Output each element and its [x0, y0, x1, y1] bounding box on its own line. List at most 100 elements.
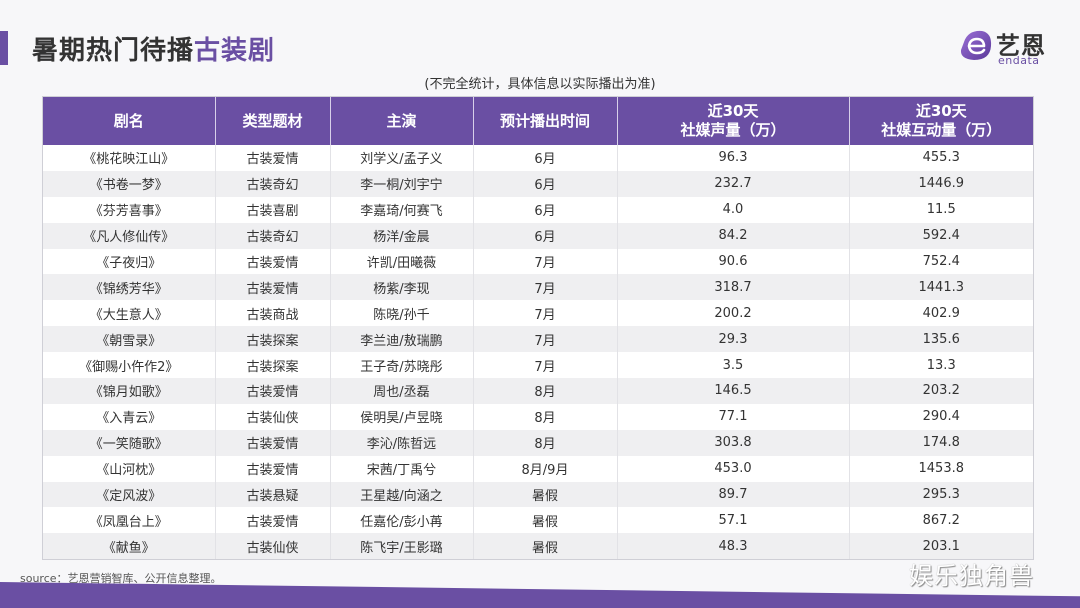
header-interaction: 近30天 社媒互动量（万） — [849, 97, 1033, 145]
table-row: 《御赐小仵作2》 古装探案 王子奇/苏晓彤 7月 3.5 13.3 — [43, 352, 1033, 379]
cell-name: 《芬芳喜事》 — [43, 196, 216, 223]
cell-airtime: 8月/9月 — [473, 455, 618, 482]
page-title: 暑期热门待播古装剧 — [32, 30, 275, 67]
cell-volume: 57.1 — [617, 507, 850, 534]
cell-cast: 侯明昊/卢昱晓 — [330, 403, 474, 430]
header-genre: 类型题材 — [215, 97, 331, 145]
cell-airtime: 8月 — [473, 429, 618, 456]
cell-interaction: 203.1 — [849, 533, 1033, 560]
table-row: 《定风波》 古装悬疑 王星越/向涵之 暑假 89.7 295.3 — [43, 481, 1033, 508]
cell-cast: 宋茜/丁禹兮 — [330, 455, 474, 482]
table-row: 《芬芳喜事》 古装喜剧 李嘉琦/何赛飞 6月 4.0 11.5 — [43, 196, 1033, 223]
cell-volume: 29.3 — [617, 326, 850, 353]
cell-cast: 许凯/田曦薇 — [330, 248, 474, 275]
cell-airtime: 6月 — [473, 145, 618, 171]
cell-cast: 王子奇/苏晓彤 — [330, 352, 474, 379]
cell-interaction: 402.9 — [849, 300, 1033, 327]
cell-volume: 3.5 — [617, 352, 850, 379]
source-note: source：艺恩营销智库、公开信息整理。 — [20, 572, 222, 585]
endata-logo-icon — [960, 30, 992, 60]
cell-volume: 48.3 — [617, 533, 850, 560]
cell-name: 《朝雪录》 — [43, 326, 216, 353]
title-accent-bar — [0, 31, 8, 65]
cell-genre: 古装爱情 — [215, 455, 331, 482]
cell-name: 《献鱼》 — [43, 533, 216, 560]
cell-name: 《桃花映江山》 — [43, 145, 216, 171]
table-row: 《书卷一梦》 古装奇幻 李一桐/刘宇宁 6月 232.7 1446.9 — [43, 170, 1033, 197]
cell-cast: 李兰迪/敖瑞鹏 — [330, 326, 474, 353]
header-airtime: 预计播出时间 — [473, 97, 618, 145]
logo-en-text: endata — [998, 54, 1040, 67]
cell-volume: 200.2 — [617, 300, 850, 327]
cell-genre: 古装商战 — [215, 300, 331, 327]
cell-volume: 84.2 — [617, 222, 850, 249]
cell-interaction: 290.4 — [849, 403, 1033, 430]
subtitle-note: (不完全统计，具体信息以实际播出为准) — [424, 77, 656, 92]
cell-volume: 146.5 — [617, 378, 850, 404]
cell-name: 《凡人修仙传》 — [43, 222, 216, 249]
table-row: 《朝雪录》 古装探案 李兰迪/敖瑞鹏 7月 29.3 135.6 — [43, 326, 1033, 353]
table-row: 《桃花映江山》 古装爱情 刘学义/孟子义 6月 96.3 455.3 — [43, 145, 1033, 171]
cell-airtime: 7月 — [473, 248, 618, 275]
cell-name: 《山河枕》 — [43, 455, 216, 482]
header-volume: 近30天 社媒声量（万） — [617, 97, 850, 145]
cell-cast: 李沁/陈哲远 — [330, 429, 474, 456]
cell-cast: 周也/丞磊 — [330, 378, 474, 404]
cell-name: 《锦月如歌》 — [43, 378, 216, 404]
cell-genre: 古装爱情 — [215, 248, 331, 275]
cell-interaction: 752.4 — [849, 248, 1033, 275]
page-title-accent: 古装剧 — [194, 36, 276, 66]
cell-genre: 古装爱情 — [215, 429, 331, 456]
cell-cast: 李嘉琦/何赛飞 — [330, 196, 474, 223]
cell-genre: 古装仙侠 — [215, 533, 331, 560]
cell-airtime: 7月 — [473, 352, 618, 379]
cell-volume: 4.0 — [617, 196, 850, 223]
header-cast: 主演 — [330, 97, 474, 145]
cell-cast: 陈飞宇/王影璐 — [330, 533, 474, 560]
cell-genre: 古装爱情 — [215, 145, 331, 171]
cell-interaction: 174.8 — [849, 429, 1033, 456]
cell-name: 《一笑随歌》 — [43, 429, 216, 456]
cell-volume: 89.7 — [617, 481, 850, 508]
cell-interaction: 455.3 — [849, 145, 1033, 171]
cell-volume: 96.3 — [617, 145, 850, 171]
table-row: 《锦绣芳华》 古装爱情 杨紫/李现 7月 318.7 1441.3 — [43, 274, 1033, 301]
header-name: 剧名 — [43, 97, 216, 145]
cell-volume: 453.0 — [617, 455, 850, 482]
cell-cast: 任嘉伦/彭小苒 — [330, 507, 474, 534]
table-header-row: 剧名 类型题材 主演 预计播出时间 近30天 社媒声量（万） 近30天 社媒互动量（… — [43, 97, 1033, 145]
table-row: 《凤凰台上》 古装爱情 任嘉伦/彭小苒 暑假 57.1 867.2 — [43, 507, 1033, 534]
cell-genre: 古装奇幻 — [215, 170, 331, 197]
table-row: 《子夜归》 古装爱情 许凯/田曦薇 7月 90.6 752.4 — [43, 248, 1033, 275]
cell-name: 《大生意人》 — [43, 300, 216, 327]
cell-airtime: 8月 — [473, 403, 618, 430]
cell-interaction: 867.2 — [849, 507, 1033, 534]
cell-interaction: 11.5 — [849, 196, 1033, 223]
cell-interaction: 1441.3 — [849, 274, 1033, 301]
table-row: 《献鱼》 古装仙侠 陈飞宇/王影璐 暑假 48.3 203.1 — [43, 533, 1033, 560]
cell-interaction: 203.2 — [849, 378, 1033, 404]
cell-cast: 李一桐/刘宇宁 — [330, 170, 474, 197]
cell-interaction: 13.3 — [849, 352, 1033, 379]
cell-genre: 古装爱情 — [215, 378, 331, 404]
drama-table: 剧名 类型题材 主演 预计播出时间 近30天 社媒声量（万） 近30天 社媒互动量（… — [42, 96, 1034, 561]
cell-airtime: 7月 — [473, 274, 618, 301]
cell-genre: 古装探案 — [215, 326, 331, 353]
cell-name: 《御赐小仵作2》 — [43, 352, 216, 379]
cell-volume: 90.6 — [617, 248, 850, 275]
cell-genre: 古装喜剧 — [215, 196, 331, 223]
cell-airtime: 6月 — [473, 170, 618, 197]
cell-cast: 陈晓/孙千 — [330, 300, 474, 327]
cell-cast: 刘学义/孟子义 — [330, 145, 474, 171]
logo-cn-text: 艺恩 — [996, 32, 1046, 60]
cell-interaction: 1446.9 — [849, 170, 1033, 197]
table-row: 《大生意人》 古装商战 陈晓/孙千 7月 200.2 402.9 — [43, 300, 1033, 327]
table-row: 《山河枕》 古装爱情 宋茜/丁禹兮 8月/9月 453.0 1453.8 — [43, 455, 1033, 482]
cell-cast: 杨紫/李现 — [330, 274, 474, 301]
table-row: 《一笑随歌》 古装爱情 李沁/陈哲远 8月 303.8 174.8 — [43, 429, 1033, 456]
cell-interaction: 592.4 — [849, 222, 1033, 249]
table-row: 《锦月如歌》 古装爱情 周也/丞磊 8月 146.5 203.2 — [43, 378, 1033, 404]
cell-airtime: 6月 — [473, 222, 618, 249]
cell-genre: 古装探案 — [215, 352, 331, 379]
watermark: 娱乐独角兽 — [909, 562, 1034, 590]
